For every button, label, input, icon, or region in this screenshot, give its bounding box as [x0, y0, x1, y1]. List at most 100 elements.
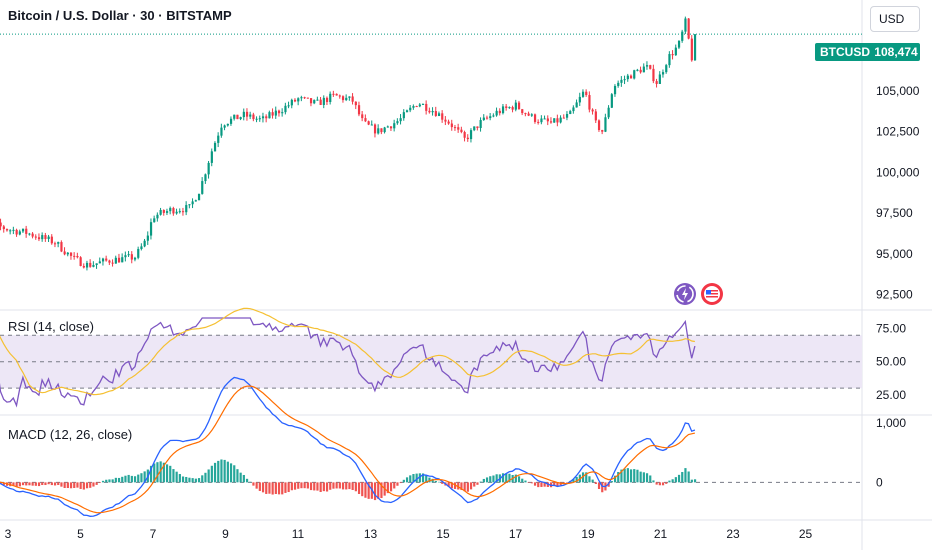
candle-body: [297, 98, 300, 102]
macd-histogram-bar: [617, 471, 620, 483]
candle-body: [175, 211, 178, 214]
candle-body: [332, 93, 335, 95]
candle-body: [21, 228, 25, 232]
time-tick-label: 5: [77, 527, 84, 541]
macd-histogram-bar: [495, 474, 498, 483]
candle-body: [514, 102, 517, 110]
macd-histogram-bar: [338, 482, 341, 489]
candle-body: [82, 265, 85, 268]
macd-histogram-bar: [469, 482, 473, 490]
candle-body: [69, 252, 73, 256]
candle-body: [95, 263, 98, 266]
candle-body: [380, 128, 383, 133]
candle-body: [271, 112, 274, 116]
macd-histogram-bar: [537, 482, 540, 488]
macd-histogram-bar: [153, 463, 156, 483]
candle-body: [521, 109, 524, 114]
macd-label[interactable]: MACD (12, 26, close): [8, 427, 133, 442]
macd-histogram-bar: [73, 482, 76, 489]
macd-histogram-bar: [213, 462, 217, 483]
candle-body: [133, 257, 137, 260]
candle-body: [130, 254, 133, 260]
candle-body: [108, 260, 111, 263]
candle-body: [594, 111, 597, 121]
candle-body: [677, 40, 681, 48]
macd-histogram-bar: [364, 482, 367, 498]
currency-button[interactable]: USD: [870, 6, 920, 32]
lightning-swirl-icon[interactable]: [674, 283, 696, 305]
candle-body: [620, 79, 623, 83]
rsi-tick-label: 25.00: [876, 388, 906, 402]
macd-histogram-bar: [303, 482, 306, 489]
macd-histogram-bar: [12, 482, 15, 487]
candle-body: [217, 135, 220, 143]
candle-body: [402, 112, 405, 119]
macd-histogram-bar: [117, 477, 121, 483]
candle-body: [258, 118, 261, 120]
candle-body: [604, 117, 607, 132]
macd-histogram-bar: [329, 482, 332, 490]
macd-line: [0, 376, 696, 517]
candle-body: [505, 106, 508, 109]
macd-histogram-bar: [687, 471, 690, 483]
rsi-label[interactable]: RSI (14, close): [8, 319, 94, 334]
candle-body: [335, 93, 338, 96]
macd-histogram-bar: [130, 475, 133, 483]
macd-histogram-bar: [101, 480, 105, 483]
candle-body: [137, 249, 140, 258]
macd-histogram-bar: [450, 482, 453, 489]
macd-histogram-bar: [47, 482, 50, 485]
macd-histogram-bar: [441, 482, 444, 484]
candle-body: [165, 211, 169, 213]
macd-histogram-bar: [645, 473, 649, 483]
candle-body: [572, 107, 575, 112]
macd-histogram-bar: [293, 482, 297, 490]
candle-body: [367, 121, 370, 125]
macd-histogram-bar: [207, 469, 210, 483]
candle-body: [60, 242, 63, 252]
macd-histogram-bar: [639, 471, 642, 483]
macd-histogram-bar: [191, 478, 194, 483]
candle-body: [226, 123, 229, 126]
macd-histogram-bar: [25, 482, 28, 486]
macd-histogram-bar: [37, 482, 41, 487]
macd-histogram-bar: [249, 481, 252, 483]
candle-body: [415, 106, 418, 108]
candle-body: [261, 116, 265, 119]
macd-histogram-bar: [233, 465, 236, 483]
macd-histogram-bar: [466, 482, 469, 492]
candle-body: [453, 127, 457, 129]
macd-histogram-bar: [41, 482, 44, 486]
chart-title: Bitcoin / U.S. Dollar · 30 · BITSTAMP: [8, 8, 232, 23]
lightning-glyph: [676, 285, 694, 303]
candle-body: [450, 123, 453, 128]
candle-body: [553, 118, 556, 123]
candle-body: [229, 118, 233, 124]
macd-histogram-bar: [98, 482, 101, 484]
candle-body: [533, 114, 537, 122]
candle-body: [508, 107, 511, 109]
us-flag-icon[interactable]: [701, 283, 723, 305]
macd-histogram-bar: [271, 482, 274, 495]
macd-histogram-bar: [18, 482, 21, 487]
candle-body: [565, 114, 569, 118]
candle-body: [300, 97, 303, 99]
price-tick-label: 92,500: [876, 288, 913, 302]
macd-histogram-bar: [63, 482, 66, 488]
macd-histogram-bar: [121, 476, 124, 483]
time-tick-label: 13: [364, 527, 378, 541]
candle-body: [156, 214, 159, 219]
candle-body: [617, 82, 620, 86]
candle-body: [194, 200, 197, 202]
macd-histogram-bar: [658, 482, 661, 486]
candle-body: [140, 246, 143, 250]
macd-histogram-bar: [194, 478, 197, 483]
macd-histogram-bar: [543, 482, 546, 487]
macd-histogram-bar: [473, 482, 476, 487]
candle-body: [393, 123, 396, 129]
macd-histogram-bar: [505, 473, 508, 483]
candle-body: [2, 226, 5, 230]
candle-body: [76, 255, 79, 258]
